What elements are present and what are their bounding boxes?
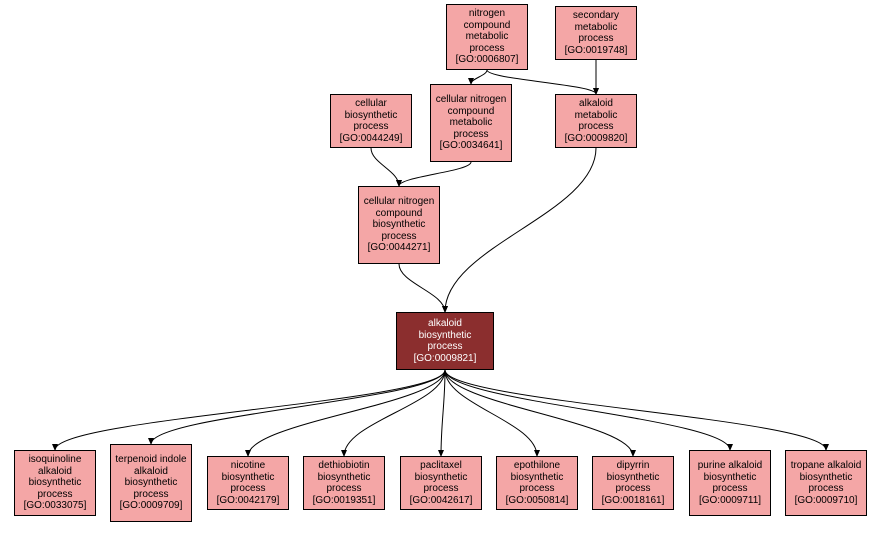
node-go-id: [GO:0033075] (24, 500, 87, 512)
node-c9[interactable]: tropane alkaloid biosynthetic process[GO… (785, 450, 867, 516)
node-go-id: [GO:0009710] (795, 495, 858, 507)
node-label: secondary metabolic process (560, 10, 632, 45)
node-go-id: [GO:0019351] (313, 495, 376, 507)
node-label: cellular nitrogen compound metabolic pro… (435, 94, 507, 140)
node-label: isoquinoline alkaloid biosynthetic proce… (19, 454, 91, 500)
node-label: nitrogen compound metabolic process (451, 8, 523, 54)
node-label: tropane alkaloid biosynthetic process (790, 460, 862, 495)
node-label: dethiobiotin biosynthetic process (308, 460, 380, 495)
node-c1[interactable]: isoquinoline alkaloid biosynthetic proce… (14, 450, 96, 516)
edge (445, 370, 826, 450)
node-go-id: [GO:0042179] (217, 495, 280, 507)
node-label: terpenoid indole alkaloid biosynthetic p… (115, 454, 187, 500)
node-n5[interactable]: alkaloid metabolic process[GO:0009820] (555, 94, 637, 148)
node-go-id: [GO:0009820] (565, 133, 628, 145)
node-n2[interactable]: secondary metabolic process[GO:0019748] (555, 6, 637, 60)
node-label: purine alkaloid biosynthetic process (694, 460, 766, 495)
node-label: nicotine biosynthetic process (212, 460, 284, 495)
edge (344, 370, 445, 456)
node-n6[interactable]: cellular nitrogen compound biosynthetic … (358, 186, 440, 264)
node-go-id: [GO:0009709] (120, 500, 183, 512)
node-go-id: [GO:0009821] (414, 353, 477, 365)
node-label: paclitaxel biosynthetic process (405, 460, 477, 495)
edge (445, 370, 730, 450)
edge (248, 370, 445, 456)
node-go-id: [GO:0018161] (602, 495, 665, 507)
node-n4[interactable]: cellular nitrogen compound metabolic pro… (430, 84, 512, 162)
node-go-id: [GO:0044249] (340, 133, 403, 145)
node-c4[interactable]: dethiobiotin biosynthetic process[GO:001… (303, 456, 385, 510)
edge (441, 370, 445, 456)
node-c5[interactable]: paclitaxel biosynthetic process[GO:00426… (400, 456, 482, 510)
node-n3[interactable]: cellular biosynthetic process[GO:0044249… (330, 94, 412, 148)
edge (371, 148, 399, 186)
node-go-id: [GO:0050814] (506, 495, 569, 507)
node-c8[interactable]: purine alkaloid biosynthetic process[GO:… (689, 450, 771, 516)
node-go-id: [GO:0006807] (456, 54, 519, 66)
edge (445, 370, 633, 456)
node-label: cellular biosynthetic process (335, 98, 407, 133)
node-go-id: [GO:0009711] (699, 495, 761, 507)
edge (471, 70, 487, 84)
node-c7[interactable]: dipyrrin biosynthetic process[GO:0018161… (592, 456, 674, 510)
node-c2[interactable]: terpenoid indole alkaloid biosynthetic p… (110, 444, 192, 522)
node-label: alkaloid biosynthetic process (401, 318, 489, 353)
node-label: dipyrrin biosynthetic process (597, 460, 669, 495)
node-go-id: [GO:0019748] (565, 45, 628, 57)
node-label: cellular nitrogen compound biosynthetic … (363, 196, 435, 242)
node-go-id: [GO:0042617] (410, 495, 473, 507)
edge (399, 162, 471, 186)
edge (55, 370, 445, 450)
node-n1[interactable]: nitrogen compound metabolic process[GO:0… (446, 4, 528, 70)
node-label: alkaloid metabolic process (560, 98, 632, 133)
node-go-id: [GO:0044271] (368, 242, 431, 254)
node-c3[interactable]: nicotine biosynthetic process[GO:0042179… (207, 456, 289, 510)
edge (445, 148, 596, 312)
node-go-id: [GO:0034641] (440, 140, 503, 152)
edge (151, 370, 445, 444)
edge (399, 264, 445, 312)
node-label: epothilone biosynthetic process (501, 460, 573, 495)
node-n7[interactable]: alkaloid biosynthetic process[GO:0009821… (396, 312, 494, 370)
edge (445, 370, 537, 456)
node-c6[interactable]: epothilone biosynthetic process[GO:00508… (496, 456, 578, 510)
